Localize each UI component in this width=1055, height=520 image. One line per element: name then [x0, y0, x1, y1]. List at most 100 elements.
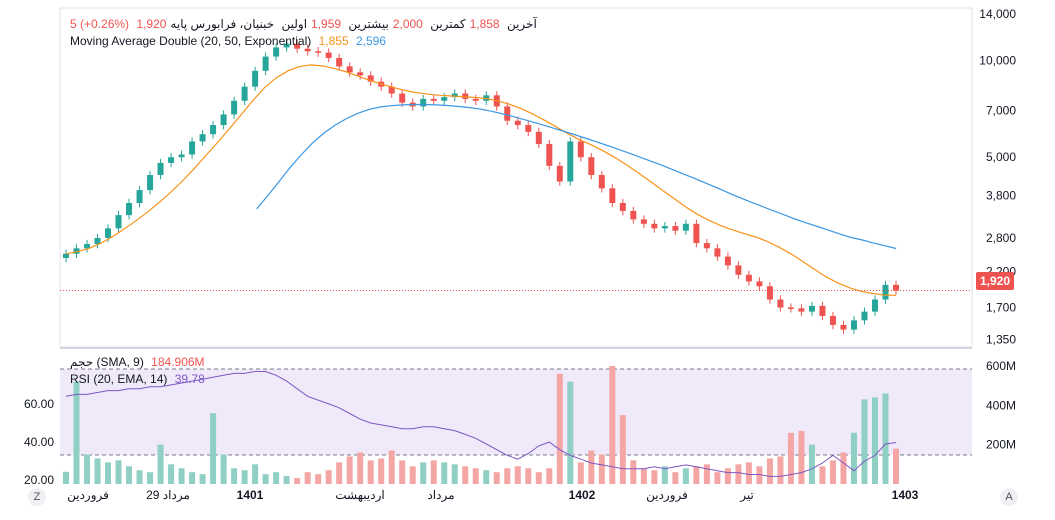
volume-bar — [682, 468, 689, 484]
volume-bar — [441, 462, 448, 484]
auto-scale-button[interactable]: A — [1000, 488, 1018, 506]
volume-bar — [315, 474, 322, 484]
candle-body — [157, 162, 164, 176]
log-scale-button-left[interactable]: Z — [28, 488, 46, 506]
candle-body — [693, 223, 700, 244]
candle-body — [168, 157, 175, 163]
volume-bar — [147, 472, 154, 484]
volume-bar — [556, 373, 563, 484]
ma-slow-line — [256, 103, 897, 250]
candle-body — [231, 100, 238, 115]
volume-bar — [893, 448, 899, 484]
candle-body — [262, 56, 269, 71]
volume-bar — [336, 462, 343, 484]
candle-body — [94, 237, 101, 245]
volume-bar — [220, 454, 227, 484]
volume-bar — [609, 365, 616, 484]
rsi-legend: RSI (20, EMA, 14) 39.78 — [70, 372, 209, 386]
volume-bar — [798, 430, 805, 484]
candle-body — [346, 66, 353, 73]
price-axis-tick: 14,000 — [979, 7, 1016, 21]
candle-body — [777, 299, 784, 308]
rsi-axis-tick: 40.00 — [24, 435, 54, 449]
volume-bar — [724, 468, 731, 484]
candle-body — [252, 70, 259, 87]
time-axis-label: 29 مرداد — [146, 488, 190, 502]
volume-bar — [640, 468, 647, 484]
price-axis-tick: 1,700 — [986, 300, 1016, 314]
volume-axis-tick: 600M — [986, 359, 1016, 373]
candle-body — [189, 141, 196, 155]
volume-bar — [861, 399, 868, 484]
volume-bar — [840, 452, 847, 484]
volume-bar — [189, 472, 196, 484]
volume-legend: حجم (SMA, 9) 184.906M — [70, 355, 209, 369]
candle-body — [766, 286, 773, 300]
volume-label[interactable]: حجم (SMA, 9) — [70, 355, 144, 369]
volume-bar — [672, 472, 679, 484]
candle-body — [294, 43, 301, 49]
volume-bar — [829, 460, 836, 484]
volume-bar — [577, 462, 584, 484]
volume-bar — [367, 460, 374, 484]
high-label: بیشترین — [348, 17, 389, 31]
candle-body — [472, 98, 479, 101]
volume-bar — [493, 472, 500, 484]
volume-bar — [598, 454, 605, 484]
volume-bar — [619, 415, 626, 484]
candle-body — [273, 47, 280, 57]
volume-bar — [105, 462, 112, 484]
candle-body — [147, 175, 154, 191]
ma-label[interactable]: Moving Average Double (20, 50, Exponenti… — [70, 34, 312, 48]
candle-body — [504, 106, 511, 121]
ma-fast-value: 1,855 — [318, 34, 349, 48]
candle-body — [283, 43, 290, 48]
close-value: 1,920 — [136, 17, 167, 31]
candle-body — [451, 93, 458, 98]
candle-body — [178, 154, 185, 158]
volume-bar — [504, 468, 511, 484]
volume-bar — [661, 466, 668, 484]
rsi-label[interactable]: RSI (20, EMA, 14) — [70, 372, 168, 386]
volume-bar — [199, 474, 206, 484]
candle-body — [115, 215, 122, 229]
volume-bar — [346, 456, 353, 484]
time-axis-label: 1402 — [569, 488, 596, 502]
candle-body — [598, 175, 605, 189]
volume-value: 184.906M — [151, 355, 205, 369]
volume-bar — [357, 452, 364, 484]
volume-bar — [126, 466, 133, 484]
candle-body — [630, 210, 637, 220]
candle-body — [577, 141, 584, 158]
volume-bar — [483, 470, 490, 484]
candle-body — [798, 308, 805, 312]
candle-body — [756, 281, 763, 287]
volume-bar — [409, 466, 416, 484]
volume-bar — [714, 472, 721, 484]
candle-body — [840, 324, 847, 330]
candle-body — [325, 52, 332, 58]
candle-body — [430, 98, 437, 101]
time-axis-label: اردیبهشت — [335, 488, 384, 502]
low-label: کمترین — [430, 17, 466, 31]
candle-body — [367, 75, 374, 82]
volume-bar — [766, 458, 773, 484]
volume-bar — [399, 460, 406, 484]
volume-bar — [283, 476, 290, 484]
volume-bar — [157, 444, 164, 484]
ma-legend: Moving Average Double (20, 50, Exponenti… — [70, 34, 390, 48]
candle-body — [514, 120, 521, 126]
symbol-name[interactable]: خبنیان، فرابورس پایه — [170, 17, 275, 31]
volume-bar — [252, 464, 259, 484]
volume-bar — [787, 432, 794, 484]
candle-body — [210, 125, 217, 135]
volume-bar — [325, 470, 332, 484]
rsi-axis-tick: 60.00 — [24, 397, 54, 411]
volume-bar — [819, 466, 826, 484]
candle-body — [735, 265, 742, 275]
low-value: 1,858 — [469, 17, 500, 31]
time-axis-label: فروردین — [67, 488, 109, 502]
ma-fast-line — [65, 64, 897, 296]
candle-body — [556, 165, 563, 182]
